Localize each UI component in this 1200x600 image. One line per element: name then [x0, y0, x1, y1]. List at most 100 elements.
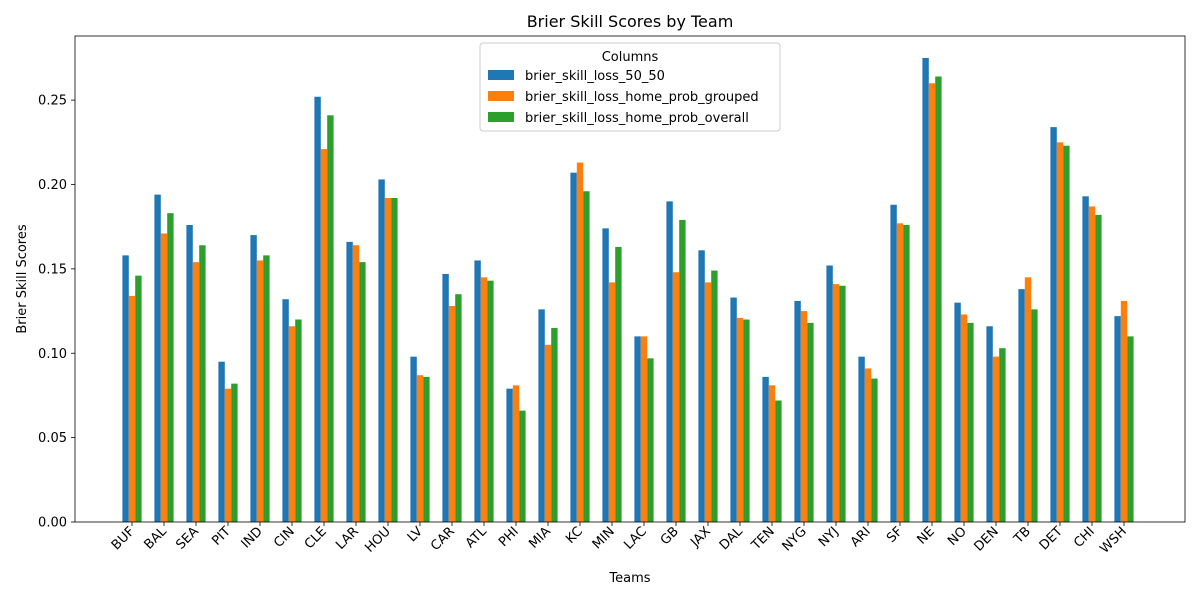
bar-jax-series-1 — [698, 250, 705, 522]
y-tick-label: 0.20 — [38, 178, 67, 193]
x-tick-label-nyj: NYJ — [816, 524, 842, 550]
bar-tb-series-1 — [1018, 289, 1025, 523]
bar-nyj-series-2 — [832, 284, 840, 522]
bar-cle-series-2 — [320, 149, 328, 522]
bar-ten-series-3 — [775, 400, 782, 522]
x-tick-label-cle: CLE — [302, 524, 330, 552]
x-tick-label-sea: SEA — [173, 524, 202, 553]
y-tick-label: 0.25 — [38, 94, 67, 109]
bar-phi-series-2 — [512, 385, 520, 522]
bar-chi-series-3 — [1095, 214, 1102, 523]
bar-atl-series-2 — [480, 277, 488, 522]
bar-sf-series-2 — [896, 223, 904, 522]
bar-lac-series-3 — [647, 358, 654, 522]
bar-lv-series-3 — [423, 376, 430, 523]
bar-car-series-1 — [442, 273, 449, 522]
x-tick-label-nyg: NYG — [780, 524, 810, 554]
plot-frame — [74, 35, 1186, 523]
bar-den-series-1 — [986, 326, 993, 522]
bar-min-series-3 — [615, 246, 622, 522]
bar-min-series-2 — [608, 282, 616, 523]
bar-wsh-series-2 — [1120, 300, 1128, 522]
bar-no-series-2 — [960, 314, 968, 522]
bar-det-series-1 — [1050, 127, 1057, 523]
bar-ind-series-2 — [256, 260, 264, 522]
legend-swatch-1 — [488, 70, 514, 80]
x-tick-label-mia: MIA — [526, 524, 554, 552]
y-tick-label: 0.10 — [38, 347, 67, 362]
bar-wsh-series-3 — [1127, 336, 1134, 523]
x-tick-label-kc: KC — [563, 524, 586, 547]
x-tick-label-chi: CHI — [1071, 524, 1098, 551]
bar-wsh-series-1 — [1114, 316, 1121, 523]
bar-dal-series-1 — [730, 297, 737, 522]
bar-tb-series-3 — [1031, 309, 1038, 523]
bar-phi-series-1 — [506, 388, 513, 522]
x-tick-label-cin: CIN — [271, 524, 298, 551]
bar-lac-series-2 — [640, 336, 648, 523]
bar-buf-series-3 — [135, 275, 142, 523]
bar-mia-series-3 — [551, 327, 558, 522]
bar-buf-series-1 — [122, 255, 129, 523]
bar-ind-series-3 — [263, 255, 270, 523]
bar-nyj-series-1 — [826, 265, 833, 522]
legend-label-1: brier_skill_loss_50_50 — [525, 69, 665, 84]
bar-sea-series-3 — [199, 245, 206, 522]
bar-min-series-1 — [602, 228, 609, 523]
bar-ten-series-1 — [762, 376, 769, 523]
bar-hou-series-3 — [391, 198, 398, 522]
bar-nyg-series-1 — [794, 300, 801, 522]
bar-sf-series-3 — [903, 225, 910, 522]
bar-sea-series-1 — [186, 225, 193, 522]
bar-pit-series-3 — [231, 383, 238, 523]
x-tick-label-dal: DAL — [717, 524, 746, 553]
bars-layer — [122, 57, 1134, 523]
bar-no-series-3 — [967, 322, 974, 523]
x-tick-label-min: MIN — [590, 524, 618, 552]
x-tick-label-bal: BAL — [141, 524, 170, 553]
x-tick-label-car: CAR — [428, 524, 458, 554]
x-tick-label-pit: PIT — [209, 524, 234, 549]
bar-ne-series-3 — [935, 76, 942, 522]
bar-dal-series-3 — [743, 319, 750, 522]
bar-ne-series-2 — [928, 83, 936, 522]
x-tick-label-jax: JAX — [687, 524, 714, 551]
bar-nyg-series-2 — [800, 311, 808, 522]
bar-nyg-series-3 — [807, 322, 814, 523]
x-tick-label-gb: GB — [658, 524, 682, 548]
bar-chi-series-2 — [1088, 206, 1096, 522]
y-tick-label: 0.05 — [38, 431, 67, 446]
bar-tb-series-2 — [1024, 277, 1032, 522]
bar-pit-series-2 — [224, 388, 232, 522]
x-tick-label-ten: TEN — [748, 524, 778, 554]
bar-atl-series-1 — [474, 260, 481, 522]
bar-bal-series-3 — [167, 213, 174, 522]
bar-det-series-2 — [1056, 142, 1064, 522]
y-tick-label: 0.00 — [38, 516, 67, 531]
bar-det-series-3 — [1063, 145, 1070, 522]
bar-lv-series-2 — [416, 375, 424, 522]
chart-title: Brier Skill Scores by Team — [527, 12, 734, 31]
bar-gb-series-3 — [679, 219, 686, 522]
bar-lar-series-3 — [359, 262, 366, 523]
bar-ari-series-2 — [864, 368, 872, 522]
x-tick-label-sf: SF — [884, 524, 906, 546]
bar-ari-series-1 — [858, 356, 865, 523]
x-tick-label-det: DET — [1037, 524, 1066, 553]
legend-label-2: brier_skill_loss_home_prob_grouped — [525, 90, 759, 105]
bar-ten-series-2 — [768, 385, 776, 522]
x-tick-label-tb: TB — [1011, 524, 1034, 547]
x-tick-label-ne: NE — [915, 524, 938, 547]
bar-pit-series-1 — [218, 361, 225, 522]
bar-mia-series-2 — [544, 344, 552, 522]
x-tick-label-wsh: WSH — [1097, 524, 1129, 556]
bar-sea-series-2 — [192, 262, 200, 523]
bar-den-series-2 — [992, 356, 1000, 523]
bar-lv-series-1 — [410, 356, 417, 523]
bar-no-series-1 — [954, 302, 961, 523]
bar-hou-series-2 — [384, 198, 392, 522]
legend: Columns brier_skill_loss_50_50brier_skil… — [479, 42, 781, 132]
x-axis-ticks: BUF BAL SEA PIT IND CIN CLE LAR HOU LV CAR ATL PHI MI… — [109, 522, 1130, 557]
